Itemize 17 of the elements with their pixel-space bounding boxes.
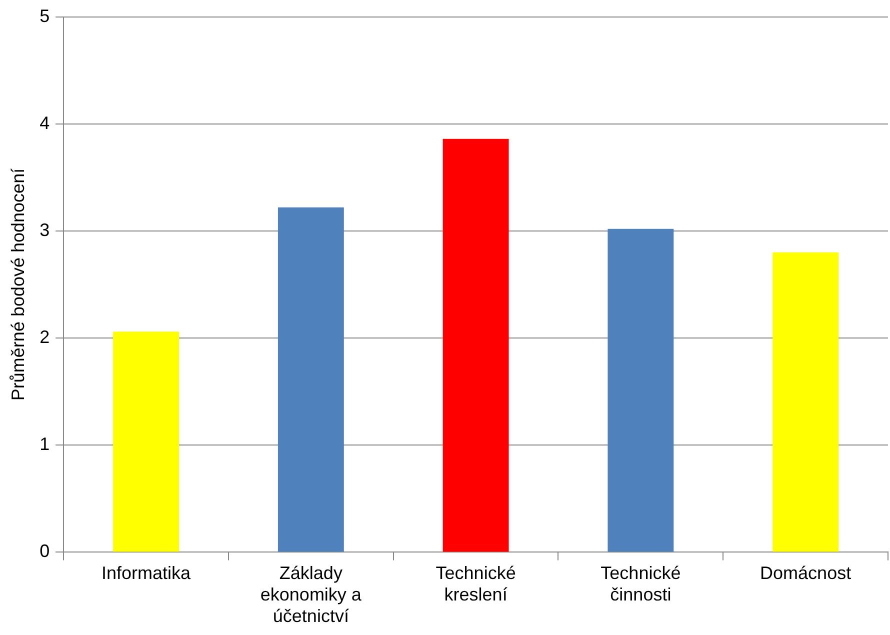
bar	[772, 252, 839, 552]
x-tick-label: Informatika	[102, 562, 192, 583]
x-tick-label: Technické činnosti	[600, 562, 681, 605]
x-tick-label: Domácnost	[760, 562, 852, 583]
y-tick-label: 0	[40, 541, 50, 562]
y-tick-label: 5	[40, 6, 50, 26]
bar	[113, 332, 180, 552]
x-tick-label: Základy ekonomiky a účetnictví	[260, 562, 362, 626]
bar	[608, 228, 674, 552]
x-tick-label: Technické kreslení	[436, 562, 516, 605]
y-tick-label: 2	[40, 327, 50, 348]
y-axis-title: Průměrné bodové hodnocení	[8, 168, 28, 401]
y-tick-label: 1	[40, 434, 50, 454]
y-tick-label: 4	[40, 112, 50, 133]
bar	[442, 138, 509, 552]
y-tick-label: 3	[40, 220, 50, 240]
bar	[278, 207, 344, 552]
